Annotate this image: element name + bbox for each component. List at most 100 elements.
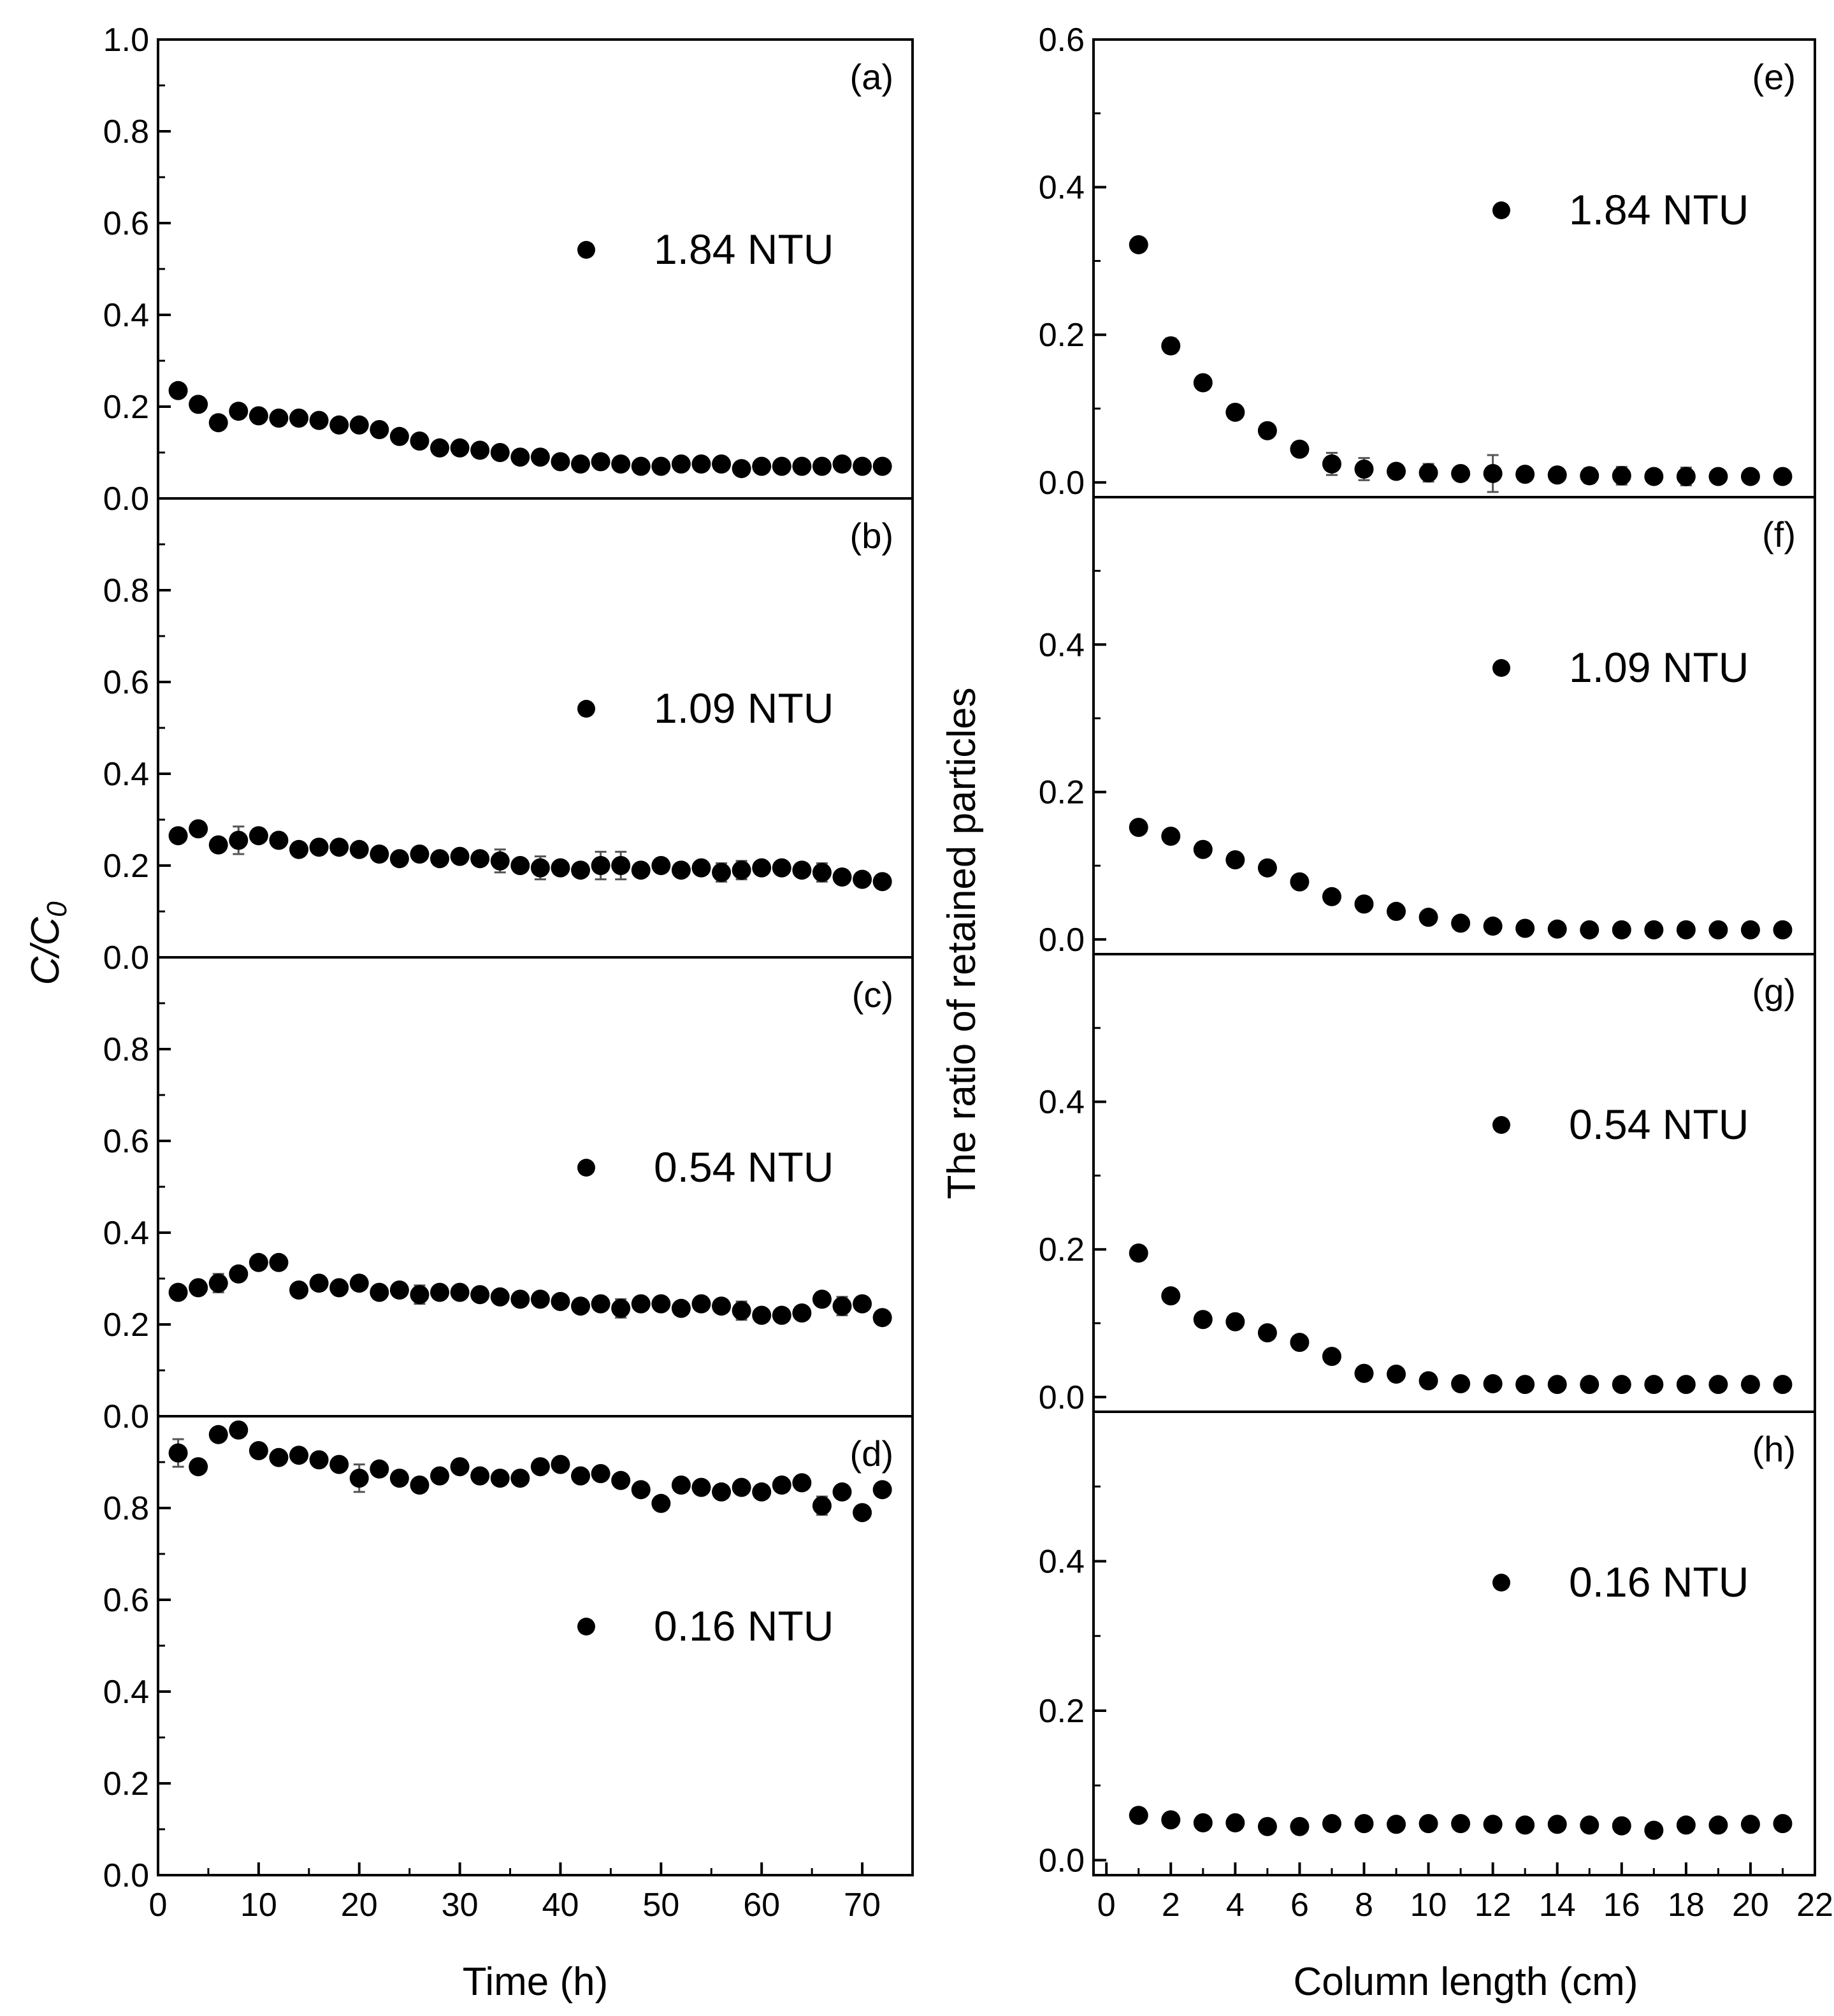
panel-b-data-point — [551, 858, 570, 878]
plots-layer: 0.00.20.40.60.81.0(a)1.84 NTU0.00.20.40.… — [103, 22, 1833, 1924]
panel-a-data-point — [611, 454, 631, 474]
panel-c-data-point — [712, 1296, 732, 1316]
panel-c-data-point — [168, 1282, 188, 1302]
panel-h-data-point — [1129, 1806, 1148, 1825]
panel-d-data-point — [249, 1441, 268, 1460]
panel-a-data-point — [812, 456, 832, 476]
panel-b-data-point — [470, 849, 490, 869]
panel-g-data-point — [1547, 1375, 1567, 1395]
panel-b-data-point — [168, 826, 188, 846]
panel-a-data-point — [470, 440, 490, 460]
panel-h-data-point — [1740, 1815, 1760, 1834]
panel-f-data-point — [1161, 826, 1181, 846]
panel-a-legend-label: 1.84 NTU — [654, 226, 834, 273]
panel-e-data-point — [1483, 463, 1503, 483]
panel-h-xtick-label: 2 — [1162, 1887, 1180, 1924]
panel-e-data-point — [1161, 336, 1181, 356]
panel-b-data-point — [611, 856, 631, 875]
panel-b: 0.0 0.2 0.4 0.6 0.8 (b) 1.09 NTU — [103, 497, 914, 976]
panel-d-data-point — [832, 1482, 852, 1502]
panel-f-data-point — [1547, 919, 1567, 939]
panel-a-data-point — [189, 395, 208, 414]
panel-d-data-point — [772, 1476, 791, 1495]
panel-c-data-point — [792, 1303, 812, 1323]
panel-d: 0.0 0.2 0.4 0.6 0.8 0 10 20 30 40 50 60 70 (d) 0.16 NT… — [103, 1415, 914, 1924]
panel-f-data-point — [1740, 920, 1760, 939]
panel-c-ytick-label: 0.2 — [103, 1307, 149, 1344]
panel-h-legend-marker — [1492, 1574, 1510, 1592]
panel-d-data-point — [792, 1473, 812, 1493]
panel-f-data-point — [1387, 901, 1406, 921]
panel-g-data-point — [1193, 1310, 1213, 1330]
panel-a-data-point — [551, 452, 570, 472]
panel-a-data-point — [571, 454, 591, 474]
panel-f-legend-label: 1.09 NTU — [1569, 644, 1749, 691]
panel-c-data-point — [309, 1273, 329, 1293]
panel-h-ytick-label: 0.2 — [1039, 1693, 1085, 1730]
panel-a-data-point — [289, 409, 309, 428]
panel-a-data-point — [349, 415, 369, 435]
panel-g-legend-marker — [1492, 1116, 1510, 1134]
panel-g-data-point — [1708, 1375, 1728, 1395]
panel-d-data-point — [208, 1425, 228, 1444]
panel-g-data-point — [1612, 1375, 1631, 1395]
panel-a-data-point — [329, 415, 349, 435]
panel-d-data-point — [732, 1477, 751, 1497]
panel-c-data-point — [571, 1296, 591, 1316]
panel-h-xtick-label: 14 — [1539, 1887, 1576, 1924]
panel-f-data-point — [1322, 887, 1341, 906]
panel-b-ytick-label: 0.6 — [103, 664, 149, 701]
panel-h-data-point — [1644, 1820, 1664, 1840]
panel-d-data-point — [289, 1446, 309, 1465]
panel-f-data-point — [1193, 839, 1213, 859]
panel-a-ytick-label: 0.4 — [103, 297, 149, 334]
panel-a-data-point — [712, 454, 732, 474]
panel-d-xtick-label: 20 — [341, 1887, 378, 1924]
panel-d-legend-marker — [577, 1618, 595, 1635]
panel-f-data-point — [1612, 920, 1631, 939]
panel-e-data-point — [1419, 463, 1438, 482]
panel-b-data-point — [389, 849, 409, 869]
panel-f: 0.0 0.2 0.4 (f) 1.09 NTU — [1039, 496, 1816, 959]
panel-d-data-point — [269, 1447, 289, 1467]
panel-e-legend-marker — [1492, 201, 1510, 219]
panel-c-data-point — [470, 1285, 490, 1305]
panel-d-data-point — [329, 1454, 349, 1474]
panel-d-xtick-label: 10 — [240, 1887, 277, 1924]
panel-a-data-point — [671, 454, 691, 474]
panel-f-data-point — [1676, 920, 1696, 939]
panel-h-data-point — [1580, 1815, 1599, 1835]
panel-a-data-point — [168, 381, 188, 400]
panel-c-data-point — [289, 1280, 309, 1300]
panel-f-data-point — [1483, 917, 1503, 936]
panel-b-data-point — [249, 826, 268, 846]
panel-a-data-point — [229, 402, 249, 421]
panel-e-data-point — [1193, 373, 1213, 393]
panel-d-data-point — [490, 1468, 510, 1488]
panel-f-data-point — [1644, 920, 1664, 939]
panel-a-data-point — [249, 406, 268, 426]
panel-g-data-point — [1257, 1323, 1277, 1343]
panel-h-data-point — [1451, 1814, 1471, 1834]
panel-a-data-point — [792, 456, 812, 476]
panel-e-data-point — [1547, 465, 1567, 485]
panel-d-xtick-label: 30 — [442, 1887, 479, 1924]
panel-g-data-point — [1387, 1364, 1406, 1384]
panel-d-data-point — [571, 1466, 591, 1486]
panel-b-data-point — [229, 830, 249, 850]
panel-h-xtick-label: 0 — [1097, 1887, 1116, 1924]
panel-h-ytick-label: 0.0 — [1039, 1843, 1085, 1880]
left-y-axis-title: C/C0 — [24, 901, 73, 985]
panel-c-data-point — [249, 1252, 268, 1272]
panel-b-data-point — [289, 839, 309, 859]
panel-c-data-point — [430, 1282, 450, 1302]
panel-h-xtick-label: 6 — [1290, 1887, 1309, 1924]
panel-b-data-point — [530, 858, 550, 878]
panel-d-data-point — [611, 1470, 631, 1490]
panel-d-xtick-label: 40 — [542, 1887, 579, 1924]
panel-e-ytick-label: 0.2 — [1039, 317, 1085, 354]
panel-g-data-point — [1225, 1312, 1245, 1331]
panel-h-xtick-label: 20 — [1732, 1887, 1769, 1924]
panel-b-data-point — [309, 838, 329, 857]
panel-d-data-point — [349, 1468, 369, 1488]
